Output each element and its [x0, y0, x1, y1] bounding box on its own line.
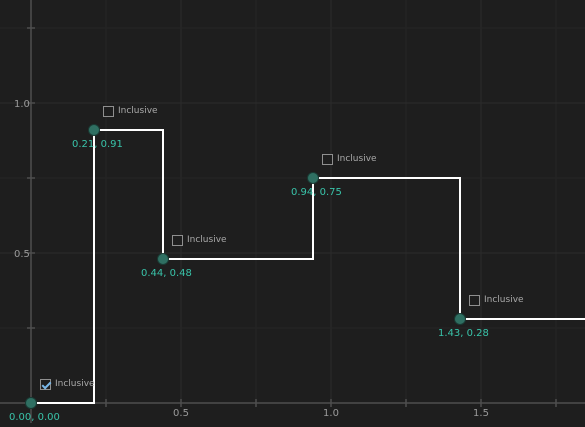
inclusive-checkbox[interactable] [103, 106, 114, 117]
control-point-handle[interactable] [454, 313, 466, 325]
inclusive-toggle[interactable]: Inclusive [322, 154, 377, 165]
inclusive-checkbox[interactable] [322, 154, 333, 165]
inclusive-label: Inclusive [337, 154, 377, 164]
step-curve-line [31, 129, 585, 404]
point-coordinate-label: 0.00, 0.00 [9, 412, 60, 423]
control-point-handle[interactable] [157, 253, 169, 265]
inclusive-checkbox[interactable] [172, 235, 183, 246]
inclusive-label: Inclusive [187, 235, 227, 245]
inclusive-label: Inclusive [118, 106, 158, 116]
inclusive-toggle[interactable]: Inclusive [40, 379, 95, 390]
inclusive-toggle[interactable]: Inclusive [469, 295, 524, 306]
point-coordinate-label: 0.44, 0.48 [141, 268, 192, 279]
inclusive-label: Inclusive [55, 379, 95, 389]
point-coordinate-label: 1.43, 0.28 [438, 328, 489, 339]
x-tick-label: 1.0 [323, 408, 339, 419]
y-tick-label: 1.0 [14, 99, 30, 110]
y-tick-label: 0.5 [14, 249, 30, 260]
inclusive-checkbox[interactable] [40, 379, 51, 390]
control-point-handle[interactable] [25, 397, 37, 409]
inclusive-toggle[interactable]: Inclusive [103, 106, 158, 117]
x-tick-label: 1.5 [473, 408, 489, 419]
control-point-handle[interactable] [307, 172, 319, 184]
point-coordinate-label: 0.94, 0.75 [291, 187, 342, 198]
inclusive-checkbox[interactable] [469, 295, 480, 306]
inclusive-label: Inclusive [484, 295, 524, 305]
point-coordinate-label: 0.21, 0.91 [72, 139, 123, 150]
control-point-handle[interactable] [88, 124, 100, 136]
inclusive-toggle[interactable]: Inclusive [172, 235, 227, 246]
x-tick-label: 0.5 [173, 408, 189, 419]
